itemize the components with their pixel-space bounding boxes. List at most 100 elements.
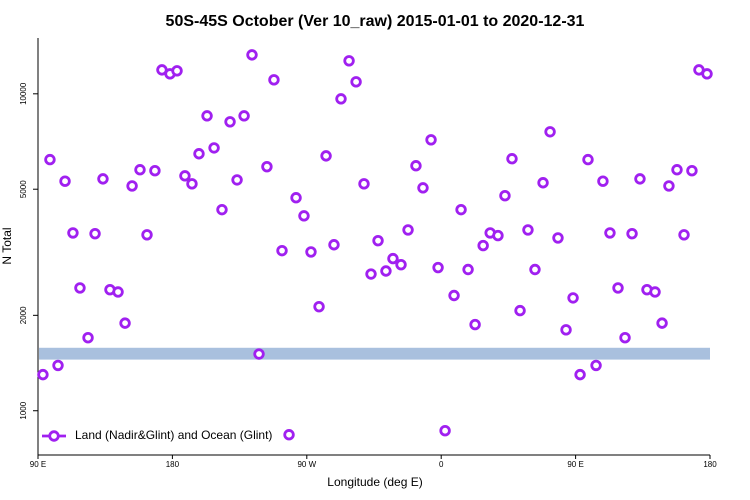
point [283, 429, 295, 441]
point [37, 368, 49, 381]
point [597, 175, 609, 187]
point [612, 282, 624, 294]
point [134, 164, 146, 176]
point [268, 74, 280, 86]
point [171, 65, 183, 77]
point [74, 282, 86, 294]
point [328, 239, 340, 251]
point [208, 142, 220, 154]
x-tick-label: 90 W [297, 460, 316, 469]
point [671, 164, 683, 176]
point [462, 263, 474, 276]
point [358, 178, 370, 190]
point [634, 173, 646, 185]
point [126, 180, 138, 192]
point [544, 126, 556, 138]
point [380, 265, 392, 277]
point [395, 258, 407, 271]
point [529, 263, 541, 276]
point [238, 110, 250, 122]
point [298, 210, 310, 222]
y-tick-label: 10000 [19, 82, 28, 105]
point [305, 246, 317, 258]
point [82, 332, 94, 344]
x-tick-label: 90 E [30, 460, 46, 469]
point [372, 234, 384, 247]
point [514, 304, 526, 317]
point [619, 332, 631, 344]
band [39, 347, 710, 360]
x-tick-label: 180 [703, 460, 717, 469]
point [343, 55, 355, 67]
point [44, 153, 56, 166]
point [216, 203, 228, 216]
point [506, 153, 518, 165]
point [626, 227, 638, 240]
x-axis-label: Longitude (deg E) [327, 475, 422, 489]
point [417, 182, 429, 194]
point [582, 153, 594, 166]
y-axis-label: N Total [0, 227, 14, 264]
point [119, 317, 131, 329]
point [477, 239, 489, 252]
point [552, 232, 564, 244]
point [604, 227, 616, 239]
point [67, 227, 79, 239]
point [537, 177, 549, 189]
point [186, 178, 198, 190]
chart-title: 50S-45S October (Ver 10_raw) 2015-01-01 … [166, 13, 585, 30]
point [89, 227, 101, 240]
point [276, 244, 288, 257]
x-tick-label: 90 E [567, 460, 583, 469]
point [224, 116, 236, 128]
point [701, 68, 713, 80]
point [290, 192, 302, 204]
point [499, 189, 511, 202]
point [149, 164, 161, 177]
point [410, 160, 422, 172]
point [455, 203, 467, 216]
point [590, 359, 602, 372]
point [522, 224, 534, 236]
point [678, 229, 690, 241]
point [387, 252, 399, 265]
point [492, 229, 504, 242]
y-tick-label: 1000 [19, 401, 28, 419]
point [112, 286, 124, 298]
point [193, 148, 205, 160]
point [201, 110, 213, 122]
point [432, 261, 444, 274]
point [402, 224, 414, 236]
point [59, 175, 71, 187]
point [253, 348, 265, 360]
point [567, 292, 579, 304]
point [574, 368, 586, 381]
point [179, 170, 191, 182]
point [448, 289, 460, 302]
point [663, 180, 675, 192]
point [656, 317, 668, 329]
y-tick-label: 5000 [19, 180, 28, 198]
legend-label: Land (Nadir&Glint) and Ocean (Glint) [75, 428, 272, 442]
point [231, 174, 243, 186]
point [97, 173, 109, 185]
y-tick-label: 2000 [19, 306, 28, 324]
point [350, 76, 362, 88]
point [261, 160, 273, 173]
point [649, 286, 661, 298]
point [560, 324, 572, 336]
point [439, 424, 451, 437]
point [469, 318, 481, 331]
point [246, 49, 258, 61]
point [365, 268, 377, 280]
point [141, 229, 153, 241]
legend-marker [48, 430, 60, 442]
point [425, 134, 437, 146]
x-tick-label: 180 [166, 460, 180, 469]
point [320, 150, 332, 162]
point [313, 300, 325, 313]
point [686, 164, 698, 177]
x-tick-label: 0 [439, 460, 444, 469]
point [335, 93, 347, 105]
